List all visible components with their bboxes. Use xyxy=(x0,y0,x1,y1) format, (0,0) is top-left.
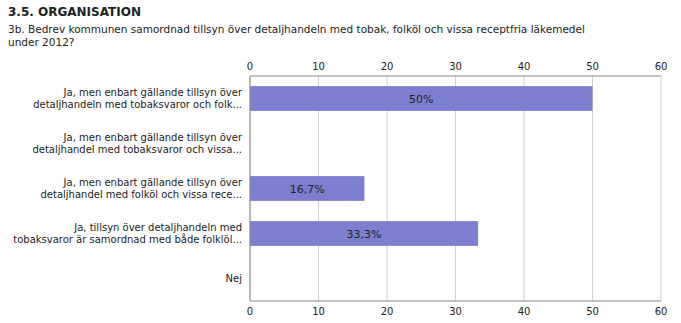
x-tick-label: 0 xyxy=(247,306,253,317)
bar xyxy=(250,176,364,201)
data-label: 33,3% xyxy=(347,228,382,241)
chart: 3.5. ORGANISATION 3b. Bedrev kommunen sam… xyxy=(0,0,681,323)
title: 3.5. ORGANISATION xyxy=(8,5,141,19)
subtitle: 3b. Bedrev kommunen samordnad tillsyn öv… xyxy=(8,23,585,48)
grid-line xyxy=(661,76,662,301)
x-tick-label: 10 xyxy=(312,306,325,317)
x-tick-label: 30 xyxy=(449,306,462,317)
grid xyxy=(250,76,661,301)
x-tick-label: 20 xyxy=(381,306,394,317)
x-tick-label-top: 50 xyxy=(586,61,599,72)
y-axis-line xyxy=(250,76,251,301)
y-tick-label: Ja, men enbart gällande tillsyn överdeta… xyxy=(33,87,243,110)
x-tick-label-top: 30 xyxy=(449,61,462,72)
grid-line xyxy=(250,76,251,301)
x-tick-label-top: 0 xyxy=(247,61,253,72)
y-tick-label: Nej xyxy=(226,273,242,284)
y-tick-label: Ja, men enbart gällande tillsyn överdeta… xyxy=(32,132,242,155)
x-tick-label-top: 40 xyxy=(518,61,531,72)
x-tick-label: 60 xyxy=(655,306,668,317)
data-label: 50% xyxy=(409,93,433,106)
x-tick-label-top: 20 xyxy=(381,61,394,72)
x-tick-label-top: 60 xyxy=(655,61,668,72)
y-tick-label: Ja, tillsyn över detaljhandeln medtobaks… xyxy=(13,222,242,245)
x-tick-label: 50 xyxy=(586,306,599,317)
x-tick-label-top: 10 xyxy=(312,61,325,72)
x-tick-label: 40 xyxy=(518,306,531,317)
bars xyxy=(250,86,593,246)
bar xyxy=(250,86,593,111)
data-label: 16,7% xyxy=(290,183,325,196)
x-axis-line-top xyxy=(250,76,661,77)
bar xyxy=(250,221,478,246)
chart-container: 3.5. ORGANISATION 3b. Bedrev kommunen sam… xyxy=(0,0,681,323)
y-tick-label: Ja, men enbart gällande tillsyn överdeta… xyxy=(41,177,243,200)
x-axis-line xyxy=(250,301,661,302)
